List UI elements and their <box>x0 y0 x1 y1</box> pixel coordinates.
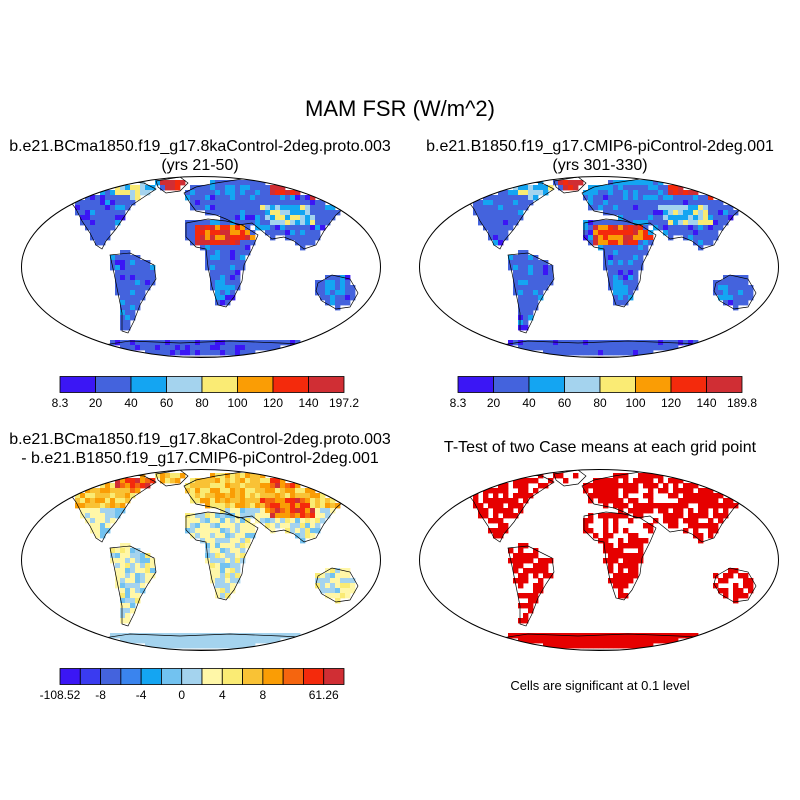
colorbar-swatch <box>130 376 167 393</box>
colorbar-tick-label: 100 <box>625 396 645 410</box>
significance-note: Cells are significant at 0.1 level <box>510 678 690 693</box>
colorbar-tick-label: 60 <box>160 396 174 410</box>
map-case1 <box>21 176 381 358</box>
colorbar-swatch <box>308 376 345 393</box>
colorbar-swatch <box>323 668 345 685</box>
colorbar-swatch <box>635 376 672 393</box>
colorbar-tick-label: 80 <box>195 396 209 410</box>
panel-title-case1: b.e21.BCma1850.f19_g17.8kaControl-2deg.p… <box>0 137 400 175</box>
colorbar-swatch <box>528 376 565 393</box>
colorbar-tick-label: 4 <box>219 688 226 702</box>
colorbar-swatch <box>242 668 264 685</box>
colorbar-swatch <box>670 376 707 393</box>
colorbar-tick-label: 40 <box>522 396 536 410</box>
colorbar-tick-label: 61.26 <box>309 688 339 702</box>
colorbar-tick-label: 120 <box>661 396 681 410</box>
colorbar-swatch <box>181 668 203 685</box>
colorbar-tick-label: 8 <box>260 688 267 702</box>
colorbar-tick-label: 100 <box>227 396 247 410</box>
colorbar-swatch <box>599 376 636 393</box>
colorbar-swatch <box>493 376 530 393</box>
panel-title-difference-line2: - b.e21.B1850.f19_g17.CMIP6-piControl-2d… <box>21 450 379 467</box>
colorbar-swatch <box>140 668 162 685</box>
map-ttest <box>419 469 779 651</box>
panel-title-difference: b.e21.BCma1850.f19_g17.8kaControl-2deg.p… <box>0 430 400 468</box>
panel-title-case1-line2: (yrs 21-50) <box>161 157 239 174</box>
colorbar-difference: -108.52 -8 -4 0 4 8 61.26 <box>40 668 345 702</box>
colorbar-swatch <box>262 668 284 685</box>
panel-title-ttest: T-Test of two Case means at each grid po… <box>443 439 757 456</box>
colorbar-swatch <box>237 376 274 393</box>
colorbar-swatch <box>95 376 132 393</box>
colorbar-swatch <box>706 376 743 393</box>
colorbar-swatch <box>166 376 203 393</box>
panel-title-case1-line1: b.e21.BCma1850.f19_g17.8kaControl-2deg.p… <box>9 138 391 155</box>
colorbar-tick-label: 8.3 <box>450 396 467 410</box>
colorbar-tick-label: 140 <box>298 396 318 410</box>
map-case2 <box>419 176 779 358</box>
colorbar-tick-label: 197.2 <box>329 396 359 410</box>
panel-title-case2-line2: (yrs 301-330) <box>552 157 648 174</box>
colorbar-tick-label: 60 <box>558 396 572 410</box>
colorbar-tick-label: 20 <box>89 396 103 410</box>
colorbar-swatch <box>161 668 183 685</box>
colorbar-swatch <box>59 376 96 393</box>
colorbar-tick-label: 40 <box>124 396 138 410</box>
colorbar-swatch <box>120 668 142 685</box>
colorbar-swatch <box>303 668 325 685</box>
colorbar-tick-label: -4 <box>136 688 147 702</box>
map-difference <box>21 469 381 651</box>
colorbar-tick-label: -108.52 <box>40 688 81 702</box>
colorbar-swatch <box>79 668 101 685</box>
panel-title-case2: b.e21.B1850.f19_g17.CMIP6-piControl-2deg… <box>400 137 800 175</box>
colorbar-tick-label: 20 <box>487 396 501 410</box>
colorbar-tick-label: -8 <box>95 688 106 702</box>
colorbar-swatch <box>221 668 243 685</box>
colorbar-swatch <box>272 376 309 393</box>
figure-title: MAM FSR (W/m^2) <box>305 96 495 121</box>
colorbar-swatch <box>100 668 122 685</box>
colorbar-swatch <box>59 668 81 685</box>
colorbar-case2: 8.3 20 40 60 80 100 120 140 189.8 <box>450 376 757 410</box>
colorbar-swatch <box>457 376 494 393</box>
colorbar-tick-label: 0 <box>178 688 185 702</box>
colorbar-tick-label: 189.8 <box>727 396 757 410</box>
colorbar-swatch <box>201 376 238 393</box>
panel-title-case2-line1: b.e21.B1850.f19_g17.CMIP6-piControl-2deg… <box>426 138 774 155</box>
panel-title-difference-line1: b.e21.BCma1850.f19_g17.8kaControl-2deg.p… <box>9 431 391 448</box>
colorbar-tick-label: 120 <box>263 396 283 410</box>
colorbar-tick-label: 140 <box>696 396 716 410</box>
colorbar-swatch <box>564 376 601 393</box>
colorbar-tick-label: 80 <box>593 396 607 410</box>
colorbar-tick-label: 8.3 <box>52 396 69 410</box>
colorbar-swatch <box>282 668 304 685</box>
colorbar-swatch <box>201 668 223 685</box>
colorbar-case1: 8.3 20 40 60 80 100 120 140 197.2 <box>52 376 359 410</box>
